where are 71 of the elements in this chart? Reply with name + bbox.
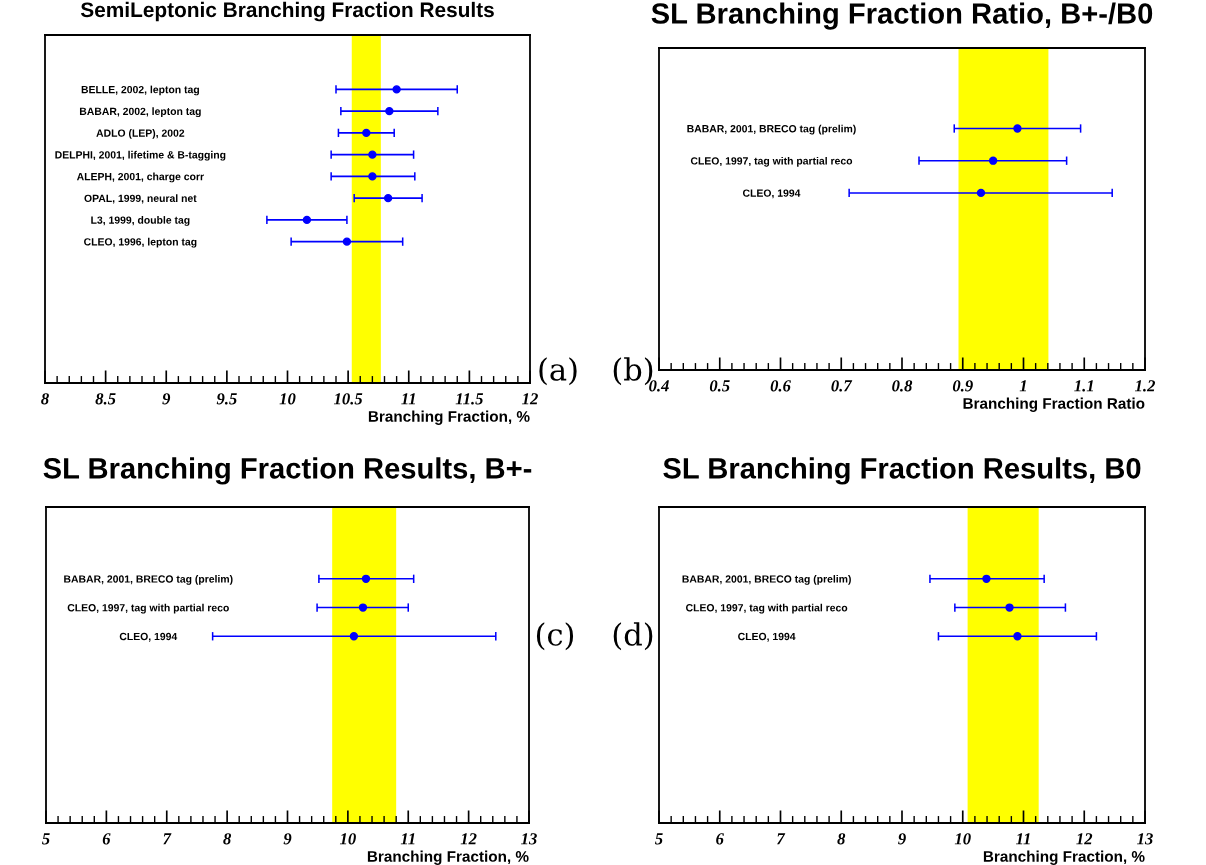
x-tick-label: 6 <box>716 833 724 845</box>
x-tick-label: 11 <box>401 393 415 405</box>
text: (d) <box>613 622 653 651</box>
x-tick-label: 8 <box>837 833 846 845</box>
y-tick-label: ALEPH, 2001, charge corr <box>76 172 204 183</box>
point <box>368 172 377 181</box>
chart-title: SL Branching Fraction Results, B0 <box>663 457 1141 485</box>
x-tick-label: 12 <box>460 833 477 845</box>
text: (a) <box>539 357 577 386</box>
y-tick-label: DELPHI, 2001, lifetime & B-tagging <box>55 150 226 161</box>
x-tick-label: 0.5 <box>709 380 730 392</box>
x-tick-label: 7 <box>163 833 172 845</box>
x-axis-title: Branching Fraction Ratio <box>963 397 1145 412</box>
x-tick-label: 0.7 <box>831 380 853 392</box>
chart-title: SL Branching Fraction Results, B+- <box>43 457 532 485</box>
x-tick-label: 13 <box>521 833 537 845</box>
x-tick-label: 9 <box>162 393 171 405</box>
y-tick-label: CLEO, 1996, lepton tag <box>84 237 197 248</box>
x-tick-label: 6 <box>102 833 111 845</box>
x-tick-label: 0.9 <box>952 380 973 392</box>
y-tick-label: CLEO, 1997, tag with partial reco <box>690 156 853 167</box>
x-tick-label: 9 <box>283 833 292 845</box>
point <box>368 150 377 159</box>
y-tick-label: BABAR, 2001, BRECO tag (prelim) <box>687 124 856 135</box>
x-tick-label: 8 <box>41 393 49 405</box>
y-tick-label: BABAR, 2001, BRECO tag (prelim) <box>64 575 233 585</box>
y-tick-label: CLEO, 1994 <box>742 189 801 199</box>
point <box>362 128 371 138</box>
x-tick-label: 9 <box>898 833 906 845</box>
x-tick-label: 10 <box>339 833 356 845</box>
x-tick-label: 12 <box>522 393 538 405</box>
x-tick-label: 1 <box>1019 380 1026 392</box>
x-axis-title: Branching Fraction, % <box>368 410 530 425</box>
x-tick-label: 1.1 <box>1074 380 1093 392</box>
text: (c) <box>536 622 574 651</box>
x-tick-label: 13 <box>1137 833 1153 845</box>
y-tick-label: BABAR, 2001, BRECO tag (prelim) <box>682 575 851 585</box>
x-tick-label: 11 <box>400 833 415 845</box>
point <box>342 237 352 246</box>
point <box>385 106 394 116</box>
y-tick-label: CLEO, 1997, tag with partial reco <box>686 603 848 614</box>
x-tick-label: 8 <box>223 833 232 845</box>
x-tick-label: 10 <box>954 833 971 845</box>
x-tick-label: 10 <box>279 393 296 405</box>
y-tick-label: BABAR, 2002, lepton tag <box>79 107 201 118</box>
x-axis-title: Branching Fraction, % <box>367 850 529 865</box>
x-tick-label: 1.2 <box>1134 380 1156 392</box>
x-axis-title: Branching Fraction, % <box>983 850 1145 865</box>
x-tick-label: 0.6 <box>770 380 791 392</box>
x-tick-label: 8.5 <box>95 393 116 405</box>
y-tick-label: BELLE, 2002, lepton tag <box>81 85 199 96</box>
x-tick-label: 9.5 <box>216 393 237 405</box>
x-tick-label: 12 <box>1076 833 1093 845</box>
y-tick-label: OPAL, 1999, neural net <box>84 194 197 204</box>
point <box>392 85 401 94</box>
y-tick-label: CLEO, 1997, tag with partial reco <box>67 603 229 614</box>
point <box>302 215 312 225</box>
x-tick-label: 7 <box>777 833 786 845</box>
x-tick-label: 5 <box>42 833 50 845</box>
x-tick-label: 0.8 <box>892 380 913 392</box>
y-tick-label: CLEO, 1994 <box>119 632 178 642</box>
y-tick-label: ADLO (LEP), 2002 <box>96 129 185 139</box>
x-tick-label: 11.5 <box>455 393 484 405</box>
x-tick-label: 10.5 <box>333 393 363 405</box>
y-tick-label: CLEO, 1994 <box>738 632 796 642</box>
chart-title: SemiLeptonic Branching Fraction Results <box>80 1 494 22</box>
chart-title: SL Branching Fraction Ratio, B+-/B0 <box>651 2 1153 30</box>
x-tick-label: 5 <box>655 833 663 845</box>
x-tick-label: 11 <box>1016 833 1030 845</box>
point <box>383 193 393 203</box>
y-tick-label: L3, 1999, double tag <box>91 216 190 226</box>
